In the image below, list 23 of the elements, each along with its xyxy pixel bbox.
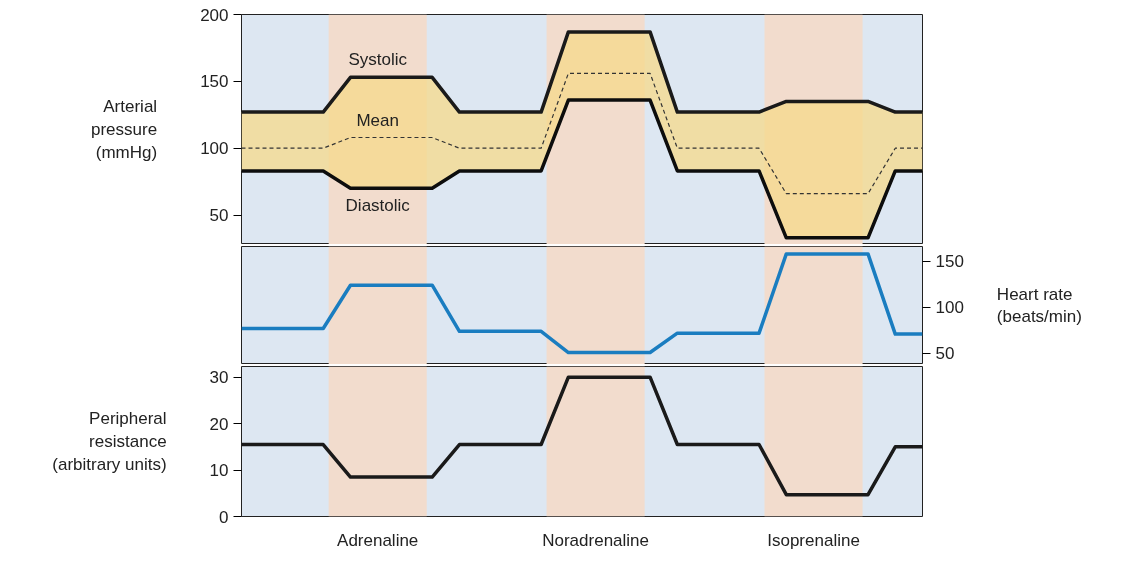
y-tick-label: 100	[935, 298, 964, 318]
y-tick-label: 50	[209, 206, 229, 226]
y-tick-label: 30	[209, 368, 229, 388]
y-axis-title: Heart rate (beats/min)	[996, 284, 1082, 327]
series-label: Diastolic	[345, 196, 411, 216]
y-tick-label: 20	[209, 414, 229, 434]
y-axis-title: Peripheral resistance (arbitrary units)	[52, 409, 167, 474]
x-tick-label: Isoprenaline	[767, 530, 860, 550]
y-tick-label: 200	[200, 5, 229, 25]
y-tick-label: 10	[209, 461, 229, 481]
y-tick-label: 50	[935, 344, 955, 364]
line-series	[241, 252, 923, 355]
line-series	[241, 72, 923, 195]
y-tick-label: 0	[219, 507, 229, 527]
line-series	[241, 98, 923, 240]
series-label: Systolic	[348, 50, 408, 70]
y-tick-label: 150	[935, 252, 964, 272]
y-axis-title: Arterial pressure (mmHg)	[91, 97, 158, 162]
x-tick-label: Adrenaline	[337, 530, 419, 550]
y-tick-label: 100	[200, 139, 229, 159]
series-label: Mean	[356, 110, 399, 130]
y-tick-label: 150	[200, 72, 229, 92]
x-tick-label: Noradrenaline	[542, 530, 650, 550]
